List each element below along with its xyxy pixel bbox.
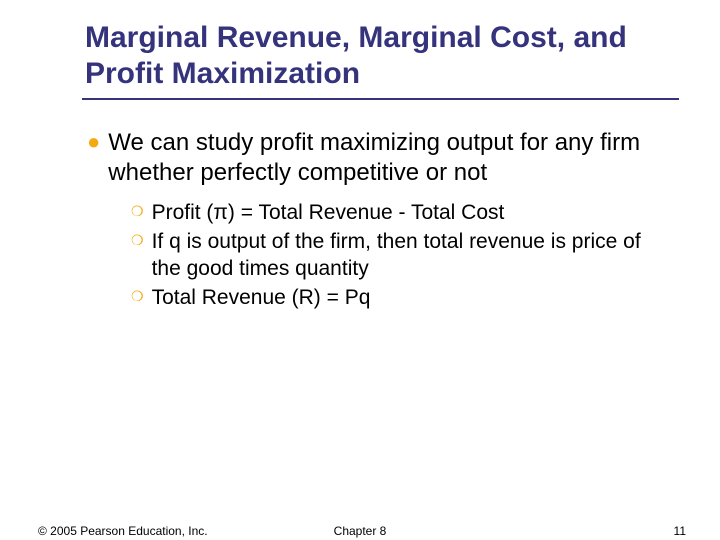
- bullet-level2: ❍ If q is output of the firm, then total…: [131, 229, 670, 282]
- footer-chapter: Chapter 8: [334, 524, 387, 538]
- bullet-text: Profit (π) = Total Revenue - Total Cost: [152, 200, 505, 226]
- bullet-icon: ❍: [131, 285, 144, 307]
- bullet-text: If q is output of the firm, then total r…: [152, 229, 670, 282]
- bullet-text: We can study profit maximizing output fo…: [108, 128, 670, 188]
- title-divider: [82, 98, 679, 100]
- bullet-level1: ● We can study profit maximizing output …: [87, 128, 670, 188]
- bullet-icon: ❍: [131, 200, 144, 222]
- slide-title: Marginal Revenue, Marginal Cost, and Pro…: [85, 20, 670, 92]
- footer-copyright: © 2005 Pearson Education, Inc.: [38, 524, 208, 538]
- footer-page-number: 11: [674, 524, 686, 538]
- bullet-level2: ❍ Profit (π) = Total Revenue - Total Cos…: [131, 200, 670, 226]
- bullet-level2: ❍ Total Revenue (R) = Pq: [131, 285, 670, 311]
- bullet-icon: ❍: [131, 229, 144, 251]
- bullet-text: Total Revenue (R) = Pq: [152, 285, 371, 311]
- bullet-icon: ●: [87, 128, 100, 157]
- slide-container: Marginal Revenue, Marginal Cost, and Pro…: [0, 0, 720, 540]
